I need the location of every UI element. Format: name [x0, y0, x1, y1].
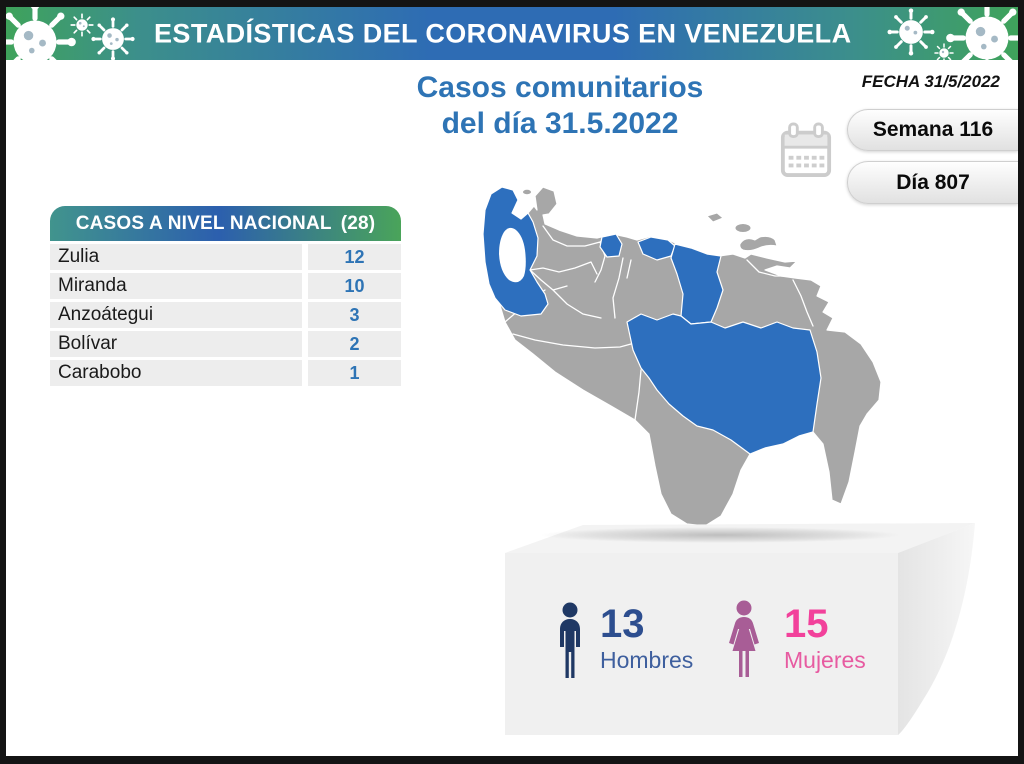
virus-icon [70, 13, 94, 37]
main-title-line2: del día 31.5.2022 [441, 107, 679, 140]
state-name: Anzoátegui [50, 302, 302, 328]
state-name: Zulia [50, 244, 302, 270]
state-cases: 1 [308, 360, 401, 386]
state-cases: 2 [308, 331, 401, 357]
report-date: FECHA 31/5/2022 [861, 72, 1000, 91]
men-count: 13 [600, 602, 645, 646]
main-title: Casos comunitarios del día 31.5.2022 [380, 70, 740, 142]
state-name: Bolívar [50, 331, 302, 357]
table-header-label: CASOS A NIVEL NACIONAL [75, 212, 332, 234]
virus-icon [91, 17, 135, 60]
female-icon [729, 600, 759, 677]
gender-panel [505, 523, 975, 735]
calendar-icon [780, 122, 832, 178]
women-stat: 15 Mujeres [784, 604, 866, 674]
table-row: Miranda 10 [50, 273, 401, 299]
map-state-bolivar [626, 313, 822, 455]
table-row: Carabobo 1 [50, 360, 401, 386]
map-islands [522, 188, 778, 252]
table-header-total: (28) [340, 212, 376, 234]
table-header: CASOS A NIVEL NACIONAL (28) [50, 206, 401, 241]
table-row: Zulia 12 [50, 244, 401, 270]
state-cases: 3 [308, 302, 401, 328]
day-counter-badge: Día 807 [847, 161, 1018, 204]
state-cases: 12 [308, 244, 401, 270]
table-row: Bolívar 2 [50, 331, 401, 357]
virus-icon [946, 7, 1018, 60]
women-label: Mujeres [784, 647, 866, 673]
table-row: Anzoátegui 3 [50, 302, 401, 328]
venezuela-map [482, 186, 882, 527]
map-state-anzoategui [670, 243, 724, 325]
state-name: Carabobo [50, 360, 302, 386]
national-cases-table: CASOS A NIVEL NACIONAL (28) Zulia 12 Mir… [50, 206, 401, 386]
map-state-carabobo [599, 233, 623, 258]
men-stat: 13 Hombres [600, 604, 693, 674]
virus-icon [934, 43, 954, 60]
map-drop-shadow [540, 527, 900, 543]
virus-icon [887, 8, 935, 56]
header-banner: ESTADÍSTICAS DEL CORONAVIRUS EN VENEZUEL… [6, 7, 1018, 60]
women-count: 15 [784, 602, 829, 646]
week-counter-badge: Semana 116 [847, 109, 1018, 151]
virus-icon [6, 7, 76, 60]
main-title-line1: Casos comunitarios [416, 71, 704, 104]
men-label: Hombres [600, 647, 694, 673]
map-lake-maracaibo [499, 227, 526, 283]
page-title: ESTADÍSTICAS DEL CORONAVIRUS EN VENEZUEL… [154, 18, 852, 48]
state-cases: 10 [308, 273, 401, 299]
panel-page-curl [898, 523, 975, 735]
state-name: Miranda [50, 273, 302, 299]
male-icon [560, 602, 580, 678]
